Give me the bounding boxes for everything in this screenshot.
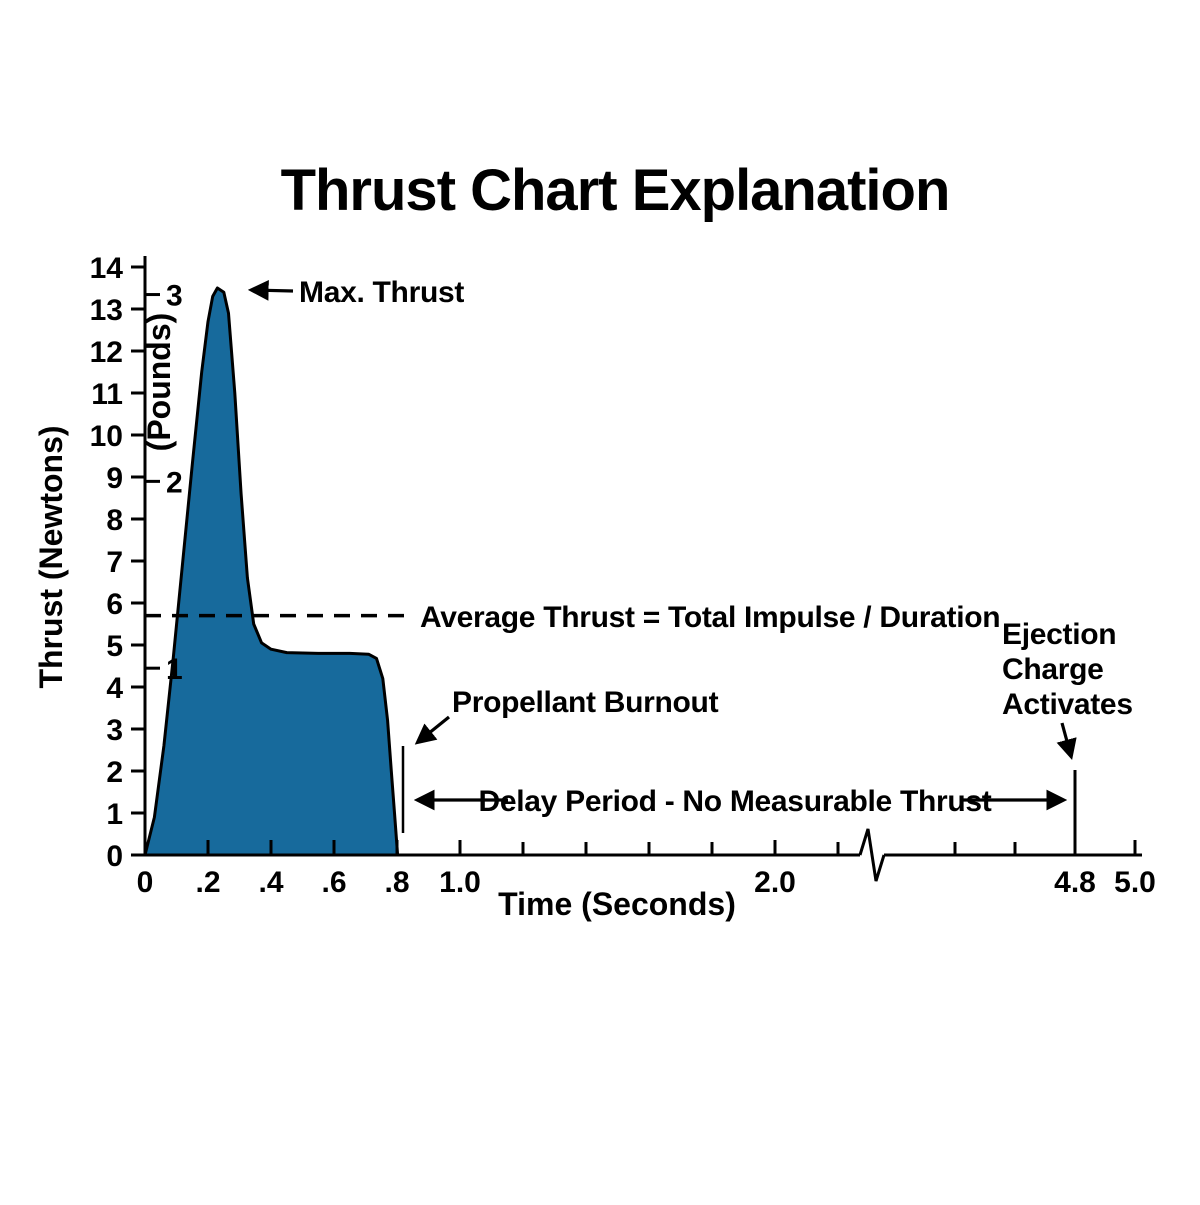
max-thrust-label: Max. Thrust (299, 276, 464, 309)
y-axis-secondary-label: (Pounds) (141, 313, 177, 452)
average-thrust-label: Average Thrust = Total Impulse / Duratio… (420, 601, 1000, 634)
pounds-tick-label: 1 (166, 653, 183, 686)
pounds-tick-label: 3 (166, 280, 183, 313)
x-tick-label: .6 (321, 866, 346, 899)
propellant-burnout-arrow-icon (414, 715, 451, 745)
x-tick-label: .2 (195, 866, 220, 899)
y-tick-label: 10 (90, 420, 123, 453)
x-tick-label: 2.0 (754, 866, 796, 899)
x-tick-label: .8 (384, 866, 409, 899)
y-tick-label: 5 (106, 630, 123, 663)
propellant-burnout-annotation: Propellant Burnout (401, 686, 719, 833)
thrust-curve (143, 286, 400, 857)
y-tick-label: 13 (90, 294, 123, 327)
axis-break-icon (858, 828, 886, 882)
y-tick-label: 12 (90, 336, 123, 369)
max-thrust-annotation: Max. Thrust (247, 276, 465, 309)
max-thrust-arrow-icon (247, 280, 294, 301)
y-tick-label: 7 (106, 546, 123, 579)
x-tick-label: 4.8 (1054, 866, 1096, 899)
delay-period-annotation: Delay Period - No Measurable Thrust (413, 785, 1068, 818)
chart-title: Thrust Chart Explanation (281, 158, 950, 223)
x-tick-label: 0 (137, 866, 154, 899)
x-axis-label: Time (Seconds) (498, 886, 736, 922)
y-tick-label: 4 (106, 672, 123, 705)
y-tick-label: 14 (90, 252, 124, 285)
ejection-charge-annotation: Ejection Charge Activates (1002, 618, 1133, 854)
ejection-arrow-icon (1056, 722, 1077, 761)
y-tick-label: 6 (106, 588, 123, 621)
pounds-tick-label: 2 (166, 466, 183, 499)
ejection-charge-label-line1: Ejection (1002, 618, 1116, 651)
y-tick-label: 8 (106, 504, 123, 537)
delay-period-label: Delay Period - No Measurable Thrust (479, 785, 992, 818)
propellant-burnout-label: Propellant Burnout (452, 686, 719, 719)
y-tick-label: 3 (106, 714, 123, 747)
x-tick-label: 1.0 (439, 866, 481, 899)
y-tick-label: 2 (106, 756, 123, 789)
y-tick-label: 11 (91, 378, 123, 411)
x-axis (143, 828, 1142, 882)
ejection-charge-label-line2: Charge (1002, 653, 1104, 686)
y-tick-label: 1 (106, 798, 123, 831)
ejection-charge-label-line3: Activates (1002, 688, 1133, 721)
y-axis-label: Thrust (Newtons) (33, 425, 69, 688)
y-tick-label: 9 (106, 462, 123, 495)
x-tick-label: .4 (258, 866, 283, 899)
y-tick-label: 0 (106, 840, 123, 873)
x-tick-label: 5.0 (1114, 866, 1156, 899)
